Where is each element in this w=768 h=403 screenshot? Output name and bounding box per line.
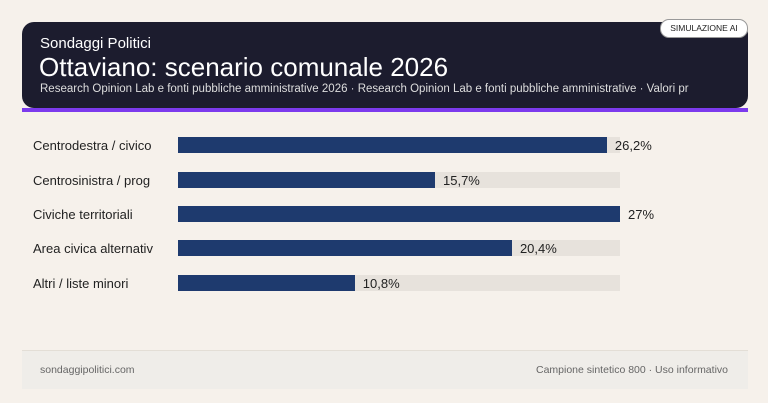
footer-source: sondaggipolitici.com <box>40 364 135 376</box>
category-label: Civiche territoriali <box>33 207 133 222</box>
accent-line <box>22 108 748 112</box>
page-title: Ottaviano: scenario comunale 2026 <box>39 52 449 82</box>
bar <box>178 137 607 153</box>
bar <box>178 172 435 188</box>
kicker: Sondaggi Politici <box>40 35 151 52</box>
bar <box>178 206 620 222</box>
category-label: Area civica alternativ <box>33 241 153 256</box>
value-label: 10,8% <box>362 276 400 291</box>
subtitle: Research Opinion Lab e fonti pubbliche a… <box>40 83 689 95</box>
value-label: 27% <box>628 207 655 222</box>
value-label: 26,2% <box>614 138 652 153</box>
value-label: 15,7% <box>443 173 480 188</box>
bar <box>178 275 355 291</box>
value-label: 20,4% <box>519 241 557 256</box>
footer-note: Campione sintetico 800 · Uso informativo <box>535 364 728 376</box>
category-label: Altri / liste minori <box>33 276 129 291</box>
bar <box>178 240 512 256</box>
footer: sondaggipolitici.com Campione sintetico … <box>22 350 748 389</box>
header: Sondaggi Politici Ottaviano: scenario co… <box>22 22 748 108</box>
category-label: Centrodestra / civico <box>33 138 152 153</box>
category-label: Centrosinistra / prog <box>33 173 151 188</box>
simulation-badge: SIMULAZIONE AI <box>660 19 748 38</box>
